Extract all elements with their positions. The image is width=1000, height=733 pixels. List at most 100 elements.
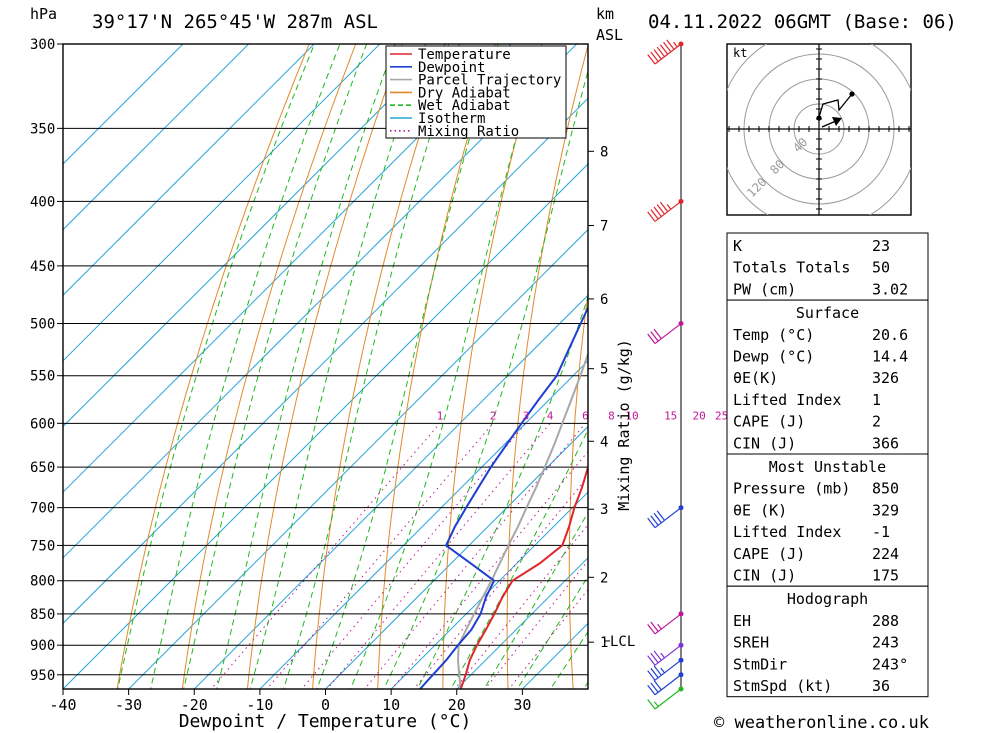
pressure-tick-label: 900 [30,638,55,654]
wet-adiabat-line [349,44,544,689]
temperature-tick-label: 30 [513,696,531,714]
wind-barb-feather [650,515,659,526]
wind-barb-feather [647,624,656,635]
km-tick-label: 2 [600,570,608,586]
storm-motion-arrow [821,120,837,128]
wind-barb [647,642,684,666]
legend-entry: Dry Adiabat [418,85,511,101]
pressure-tick-label: 850 [30,607,55,623]
table-row-label: Pressure (mb) [733,480,850,498]
pressure-tick-label: 650 [30,460,55,476]
table-row: StmDir 243° [733,655,908,673]
plot-frame [62,43,589,690]
wind-barb-feather [650,652,659,664]
mixing-ratio-line [210,422,441,689]
table-row: CAPE (J) 2 [733,413,881,431]
legend-entry: Dewpoint [418,60,485,76]
wind-barb-shaft [654,644,682,666]
table-row: Totals Totals 50 [733,259,890,277]
temperature-tick-label: 10 [382,696,400,714]
dry-adiabat-line [442,44,543,689]
table-row-value: 850 [872,480,899,498]
mixing-ratio-axis-title: Mixing Ratio (g/kg) [615,339,633,511]
mixing-ratio-label: 20 [692,409,705,422]
table-row-label: StmDir [733,655,787,673]
dry-adiabat-line [377,44,496,689]
table-row-label: Lifted Index [733,391,841,409]
wind-barb-feather [650,682,659,693]
wind-barb [647,611,684,635]
table-row-label: SREH [733,634,769,652]
mixing-ratio-label: 25 [715,409,728,422]
hodograph-point [816,115,822,121]
wind-barb [647,672,684,696]
table-row-label: EH [733,612,751,630]
table-row: θE(K) 326 [733,369,899,387]
legend-entry: Mixing Ratio [418,124,519,140]
table-row-value: 243° [872,655,908,673]
table-row: EH 288 [733,612,899,630]
isotherm-line [63,44,184,165]
dry-adiabat-lines [116,0,1000,689]
parcel-trajectory-line [456,351,588,689]
table-section-title: Hodograph [787,590,868,608]
legend-entry: Isotherm [418,111,485,127]
wet-adiabat-line [416,295,588,689]
pressure-tick-label: 800 [30,574,55,590]
mixing-ratio-line [391,450,588,689]
table-row-value: -1 [872,523,890,541]
wet-adiabat-line [249,44,427,689]
table-row: PW (cm) 3.02 [733,280,908,298]
table-row-label: Lifted Index [733,523,841,541]
wind-barb-feather [650,621,659,632]
pressure-tick-label: 950 [30,668,55,684]
wind-barb-feather [647,699,656,710]
wind-barb [647,686,684,710]
table-row-label: θE(K) [733,369,778,387]
wet-adiabat-line [282,44,461,689]
table-box [726,299,929,455]
dry-adiabat-line [246,44,403,689]
temperature-tick-label: -30 [115,696,142,714]
isotherm-line [63,44,250,231]
pressure-tick-labels: 300 350 400 450 500 550 600 650 700 750 800 850 900 9… [30,37,63,684]
table-row-label: K [733,237,742,255]
wind-barb-feather [647,333,656,344]
wet-adiabat-lines [117,44,588,689]
table-row: K 23 [733,237,890,255]
km-tick-label: 4 [600,434,608,450]
wind-barb [647,198,684,222]
wind-barb-feather [650,331,659,342]
pressure-tick-label: 750 [30,538,55,554]
dry-adiabat-line [956,0,1000,689]
wind-barb-shaft [654,323,682,345]
pressure-tick-label: 500 [30,317,55,333]
wind-barb-shaft [654,507,682,529]
wind-barb [647,39,684,65]
mixing-ratio-label: 8 [608,409,615,422]
table-box [726,232,929,301]
dry-adiabat-line [568,290,588,689]
isotherm-line [390,491,588,689]
wet-adiabat-line [383,69,588,689]
table-box [726,453,929,587]
table-row-value: 23 [872,237,890,255]
wind-barb-feather [650,51,659,62]
wind-barb-half-feather [660,652,665,659]
wind-barb-feather [650,209,659,220]
dry-adiabat-line [630,0,705,689]
wind-barb-half-feather [673,41,678,48]
dry-adiabat-line [181,44,357,689]
footer-credit: © weatheronline.co.uk [714,713,929,733]
table-row-label: PW (cm) [733,280,796,298]
pressure-tick-label: 300 [30,37,55,53]
mixing-ratio-label: 10 [625,409,638,422]
wind-barbs [647,39,684,710]
km-tick-label: 7 [600,219,608,235]
wind-barb-feather [653,49,662,60]
lcl-label: LCL [610,634,635,650]
temperature-tick-label: -40 [49,696,76,714]
km-axis-title: km [596,5,614,23]
